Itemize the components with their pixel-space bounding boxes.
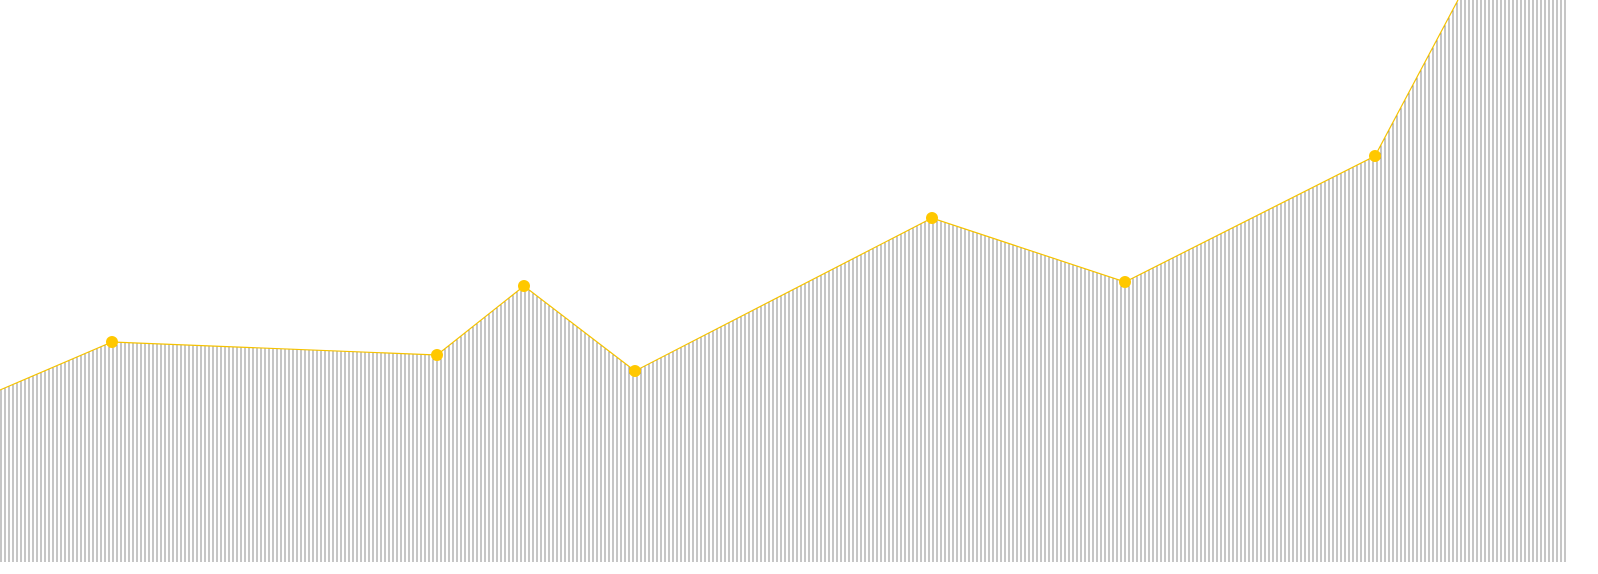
data-point-6: [1119, 276, 1131, 288]
area-fill-layer: [0, 0, 1568, 562]
data-point-1: [106, 336, 118, 348]
data-point-5: [926, 212, 938, 224]
area-fill: [0, 0, 1568, 562]
data-point-layer: [106, 150, 1381, 377]
data-point-7: [1369, 150, 1381, 162]
data-point-2: [431, 349, 443, 361]
data-point-3: [518, 280, 530, 292]
data-point-4: [629, 365, 641, 377]
